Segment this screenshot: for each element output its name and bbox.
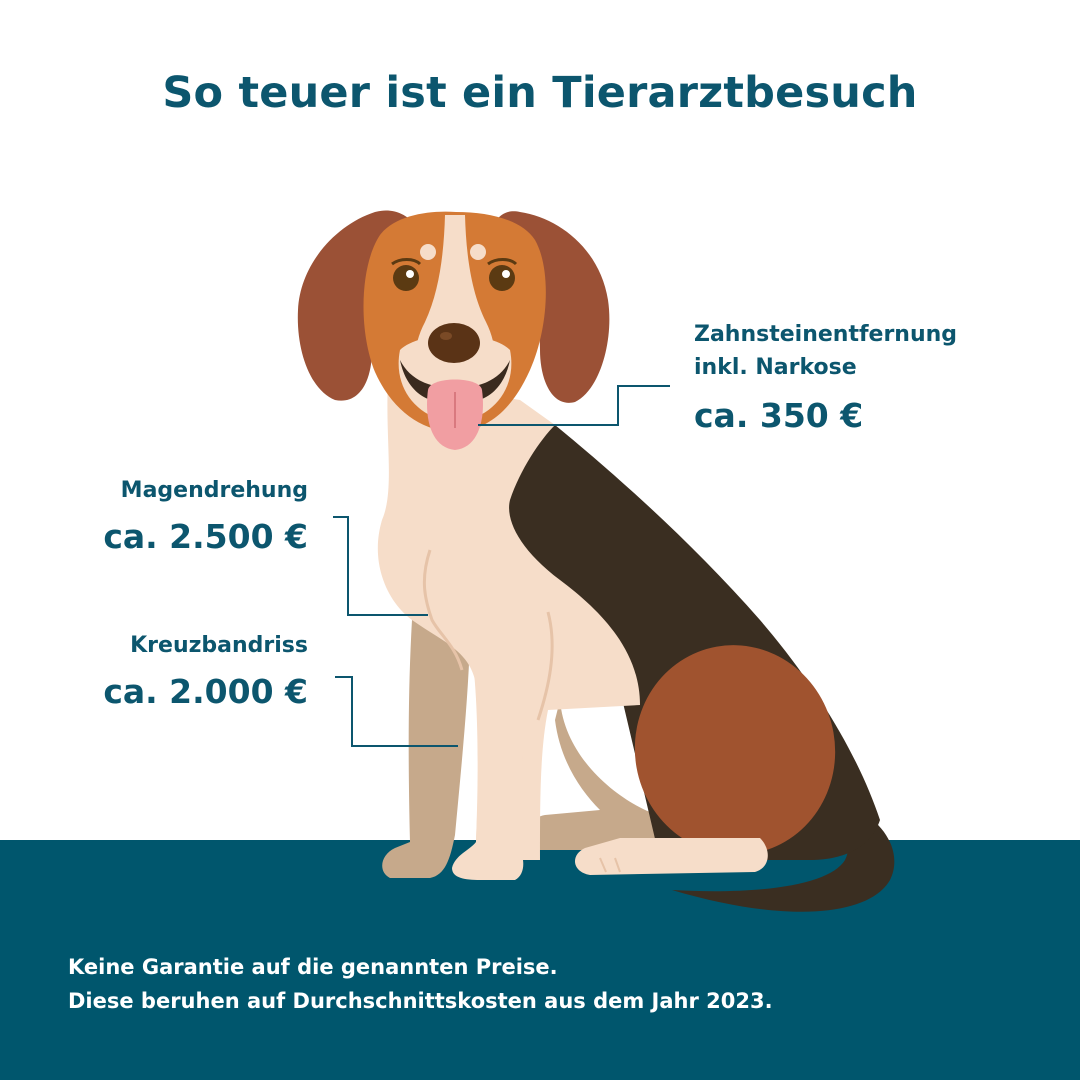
disclaimer-line: Diese beruhen auf Durchschnittskosten au… [68, 989, 773, 1013]
cost-name: Kreuzbandriss [130, 633, 308, 658]
dog-far-front-leg [382, 620, 470, 878]
callout-line-zahnstein [478, 385, 670, 426]
dog-chest [377, 380, 640, 860]
disclaimer-line: Keine Garantie auf die genannten Preise. [68, 955, 558, 979]
dog-nose [428, 323, 480, 363]
dog-right-eye [489, 265, 515, 291]
cost-label-magendrehung: Magendrehung ca. 2.500 € [103, 478, 308, 556]
cost-price: ca. 2.000 € [103, 672, 308, 711]
dog-front-leg [452, 640, 530, 880]
ground-band [0, 840, 1080, 1080]
dog-thigh [634, 645, 836, 855]
cost-label-kreuzband: Kreuzbandriss ca. 2.000 € [103, 633, 308, 711]
dog-muzzle [398, 335, 512, 422]
dog-mouth [400, 360, 510, 402]
callout-line-kreuzband [335, 676, 458, 747]
cost-label-zahnstein: Zahnsteinentfernung inkl. Narkose ca. 35… [694, 318, 957, 435]
cost-price: ca. 2.500 € [103, 517, 308, 556]
cost-name: Magendrehung [120, 478, 308, 503]
disclaimer: Keine Garantie auf die genannten Preise.… [68, 950, 773, 1018]
callout-line-magendrehung [333, 516, 428, 616]
cost-name: Zahnsteinentfernung inkl. Narkose [694, 322, 958, 380]
dog-left-eye [393, 265, 419, 291]
dog-back-paw [574, 838, 768, 875]
cost-price: ca. 350 € [694, 396, 864, 435]
page-title: So teuer ist ein Tierarztbesuch [162, 68, 918, 118]
dog-tail [672, 800, 895, 912]
